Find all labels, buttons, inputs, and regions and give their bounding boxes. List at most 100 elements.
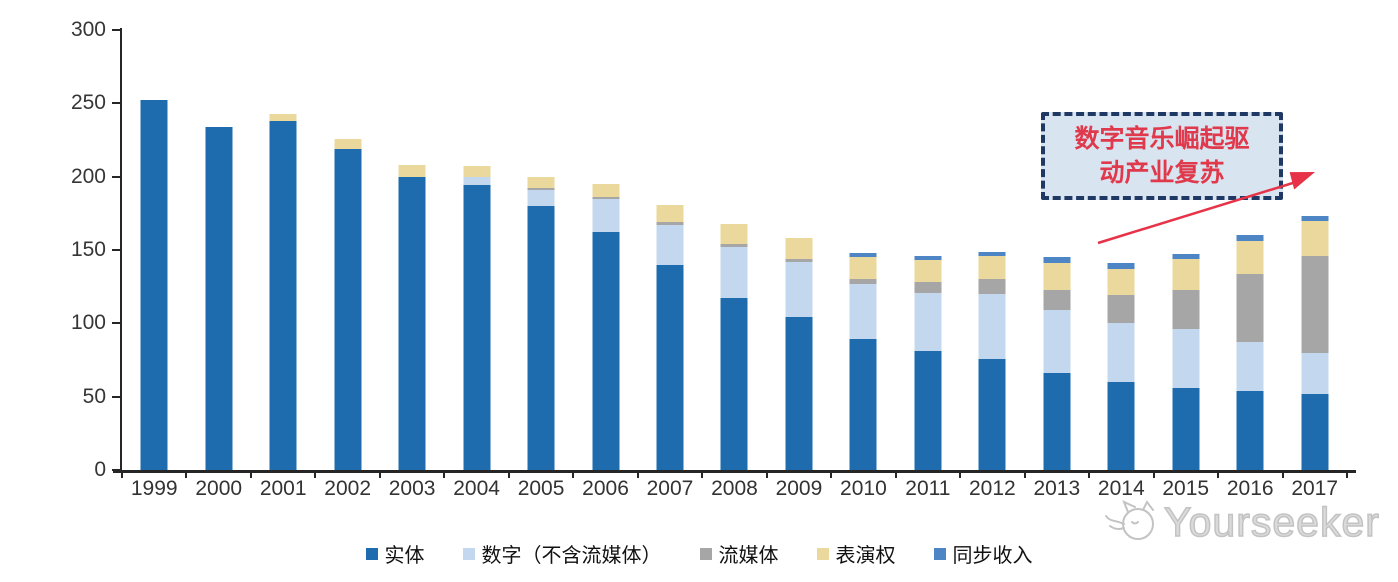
- x-axis-tick: [249, 472, 252, 478]
- x-axis-line: [113, 470, 1356, 473]
- bar-segment-streaming: [1236, 273, 1264, 343]
- x-axis-label: 2007: [646, 477, 694, 500]
- legend-swatch-sync: [933, 547, 946, 560]
- bar-segment-physical: [1107, 382, 1135, 470]
- legend-swatch-streaming: [699, 547, 712, 560]
- legend-label-performance: 表演权: [835, 543, 896, 567]
- x-axis-tick: [1217, 472, 1220, 478]
- y-axis-label: 200: [70, 164, 106, 188]
- plot-area: [122, 30, 1347, 470]
- bar-column-1999: [122, 30, 186, 470]
- annotation-text-line1: 数字音乐崛起驱: [1074, 124, 1250, 153]
- legend-swatch-digital: [462, 547, 475, 560]
- bar-segment-physical: [140, 100, 168, 470]
- y-axis-label: 100: [70, 311, 106, 335]
- bar-segment-physical: [398, 176, 426, 470]
- bar-stack-2007: [656, 204, 684, 470]
- y-axis-label: 0: [94, 458, 106, 481]
- x-axis-label: 2008: [711, 477, 758, 500]
- bar-column-2004: [444, 30, 508, 470]
- bar-segment-performance: [656, 204, 684, 223]
- legend-item-digital: 数字（不含流媒体）: [462, 539, 662, 568]
- bar-column-2015: [1154, 30, 1218, 470]
- x-axis-tick: [121, 472, 123, 478]
- bar-segment-sync: [1107, 263, 1135, 270]
- x-axis-label: 2004: [453, 477, 500, 500]
- x-axis-tick: [894, 472, 897, 478]
- x-axis-tick: [507, 472, 510, 478]
- bar-column-2000: [186, 30, 250, 470]
- bar-segment-digital: [1236, 342, 1264, 391]
- bar-column-2013: [1025, 30, 1089, 470]
- x-axis-label: 2009: [775, 477, 823, 500]
- bar-segment-physical: [914, 351, 942, 470]
- chart-legend: 实体 数字（不含流媒体） 流媒体 表演权 同步收入: [0, 539, 1398, 568]
- y-axis-line: [120, 28, 122, 472]
- bar-segment-performance: [978, 255, 1006, 280]
- x-axis-tick: [1281, 472, 1284, 478]
- bar-segment-performance: [1236, 241, 1264, 274]
- annotation-callout: 数字音乐崛起驱 动产业复苏: [1041, 112, 1283, 200]
- x-axis-label: 2001: [259, 477, 307, 500]
- legend-swatch-physical: [365, 547, 378, 560]
- bar-stack-2017: [1301, 216, 1329, 470]
- x-axis-tick: [572, 472, 575, 478]
- bar-segment-physical: [334, 148, 362, 470]
- bar-segment-digital: [1043, 310, 1071, 374]
- bar-column-2002: [315, 30, 379, 470]
- y-axis-label: 150: [70, 238, 106, 261]
- bar-stack-2009: [785, 238, 813, 470]
- y-axis-label: 250: [70, 91, 106, 115]
- x-axis-label: 2006: [582, 477, 629, 500]
- y-axis-tick: [112, 249, 120, 251]
- bar-segment-digital: [1107, 323, 1135, 382]
- bar-stack-2003: [398, 164, 426, 470]
- watermark: Yourseeker: [1102, 498, 1380, 546]
- bar-stack-2015: [1172, 254, 1200, 470]
- x-axis-tick: [185, 472, 188, 478]
- bar-segment-digital: [849, 283, 877, 340]
- bar-segment-performance: [1172, 258, 1200, 290]
- legend-item-performance: 表演权: [816, 539, 896, 568]
- bar-segment-sync: [978, 251, 1006, 256]
- y-axis-tick: [112, 29, 120, 31]
- x-axis-label: 2002: [324, 477, 371, 500]
- bar-segment-performance: [527, 176, 555, 189]
- bar-column-2003: [380, 30, 444, 470]
- bar-segment-performance: [592, 184, 620, 198]
- bar-column-2012: [960, 30, 1024, 470]
- bar-segment-sync: [1043, 257, 1071, 264]
- bar-segment-digital: [1301, 352, 1329, 394]
- bar-segment-performance: [1301, 220, 1329, 256]
- bar-segment-performance: [398, 164, 426, 177]
- bar-stack-2001: [269, 113, 297, 470]
- bar-segment-streaming: [656, 222, 684, 226]
- watermark-text: Yourseeker: [1163, 499, 1380, 545]
- bar-segment-digital: [592, 198, 620, 233]
- x-axis-label: 2014: [1097, 477, 1145, 500]
- y-axis-tick: [112, 175, 120, 178]
- legend-item-streaming: 流媒体: [699, 539, 779, 568]
- bar-stack-2002: [334, 138, 362, 470]
- bar-stack-2005: [527, 176, 555, 470]
- bar-segment-streaming: [1107, 295, 1135, 324]
- x-axis-tick: [959, 472, 962, 478]
- x-axis-label: 2013: [1033, 477, 1081, 500]
- bar-segment-physical: [527, 206, 555, 470]
- bar-segment-sync: [1172, 254, 1200, 259]
- y-axis-tick: [112, 102, 120, 105]
- bar-segment-streaming: [978, 279, 1006, 295]
- bar-segment-sync: [914, 255, 942, 261]
- x-axis-tick: [765, 472, 768, 478]
- x-axis-label: 2003: [388, 477, 436, 500]
- bar-segment-physical: [785, 317, 813, 470]
- bar-column-2007: [638, 30, 702, 470]
- x-axis-label: 2017: [1291, 477, 1339, 500]
- x-axis-label: 2010: [840, 477, 887, 500]
- bar-segment-physical: [656, 264, 684, 470]
- legend-label-digital: 数字（不含流媒体）: [481, 543, 662, 567]
- legend-label-physical: 实体: [384, 543, 425, 567]
- bar-stack-2010: [849, 252, 877, 470]
- x-axis-label: 2005: [517, 477, 565, 500]
- bar-column-2009: [767, 30, 831, 470]
